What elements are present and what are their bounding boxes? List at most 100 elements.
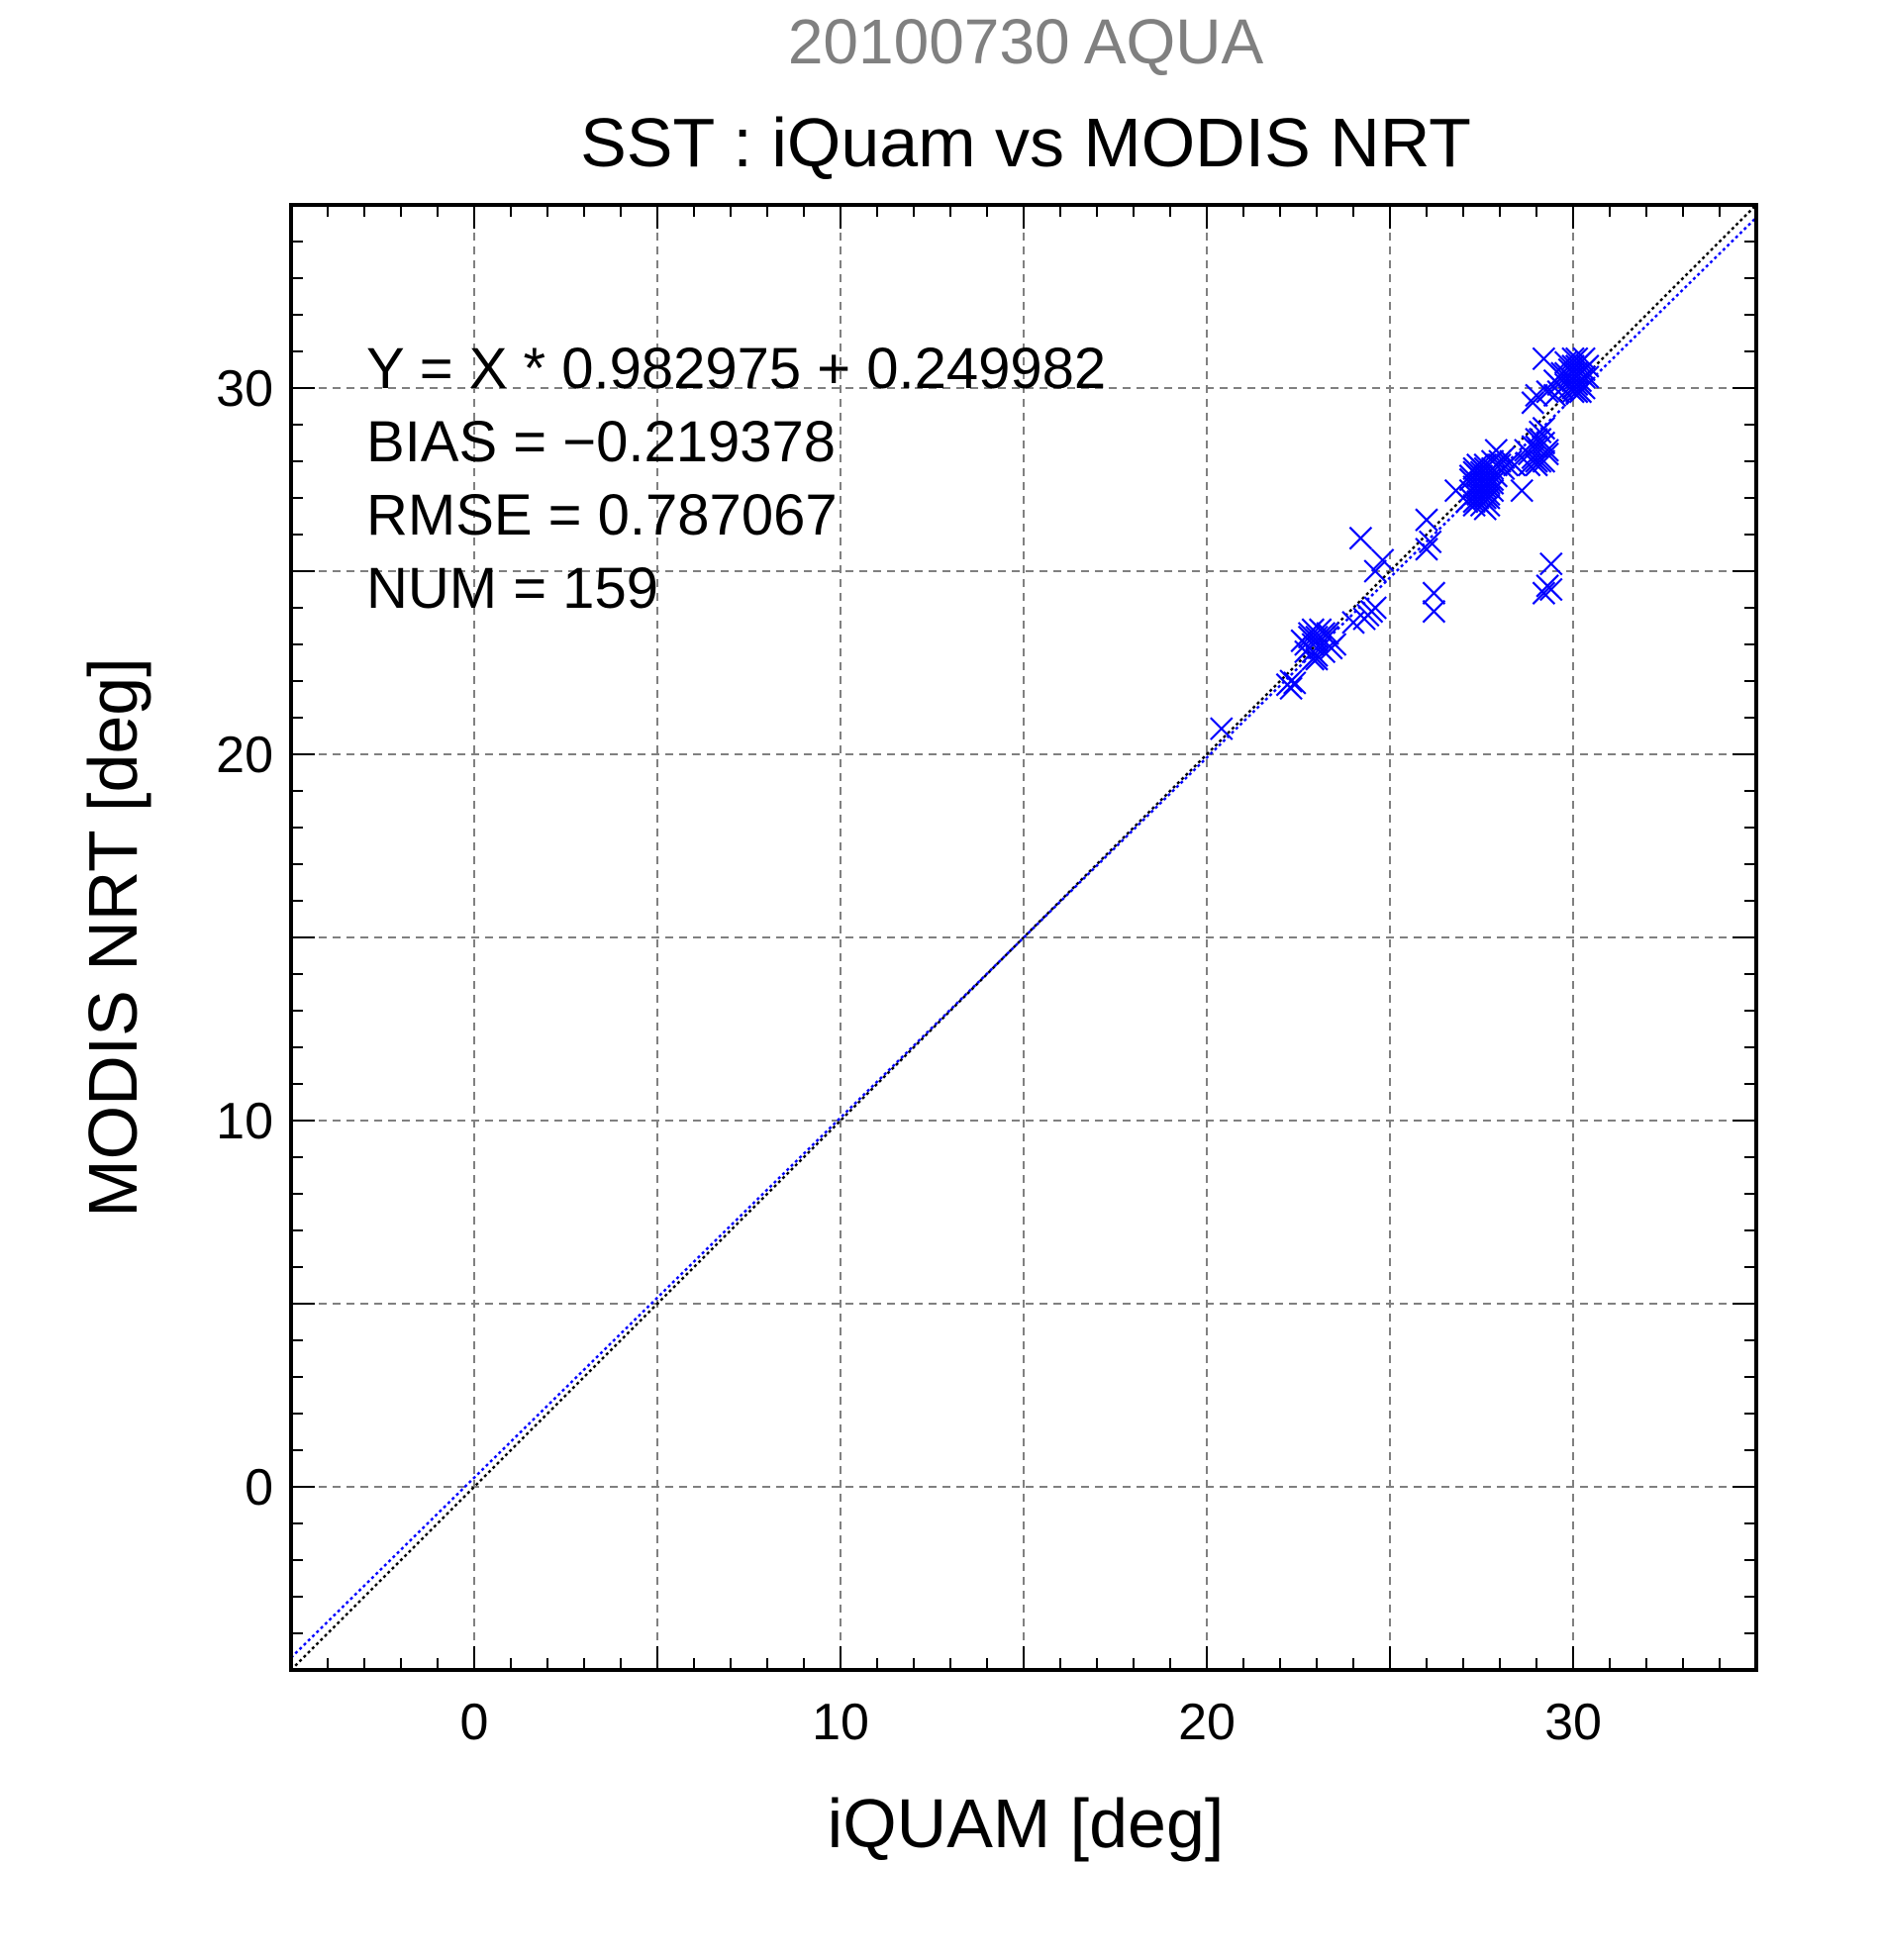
data-point <box>1561 346 1585 371</box>
data-point-stroke <box>1557 368 1582 393</box>
chart-supertitle: 20100730 AQUA <box>788 6 1264 77</box>
data-point <box>1466 460 1490 484</box>
data-point-stroke <box>1564 379 1589 404</box>
data-point-stroke <box>1469 482 1494 507</box>
data-point-stroke <box>1301 647 1326 671</box>
data-point-stroke <box>1510 478 1534 503</box>
data-point <box>1305 647 1329 671</box>
data-point-stroke <box>1370 548 1395 572</box>
data-point-stroke <box>1279 676 1303 701</box>
y-tick-label: 30 <box>216 360 273 418</box>
data-point <box>1532 581 1556 605</box>
data-point-stroke <box>1422 581 1446 605</box>
data-point <box>1341 611 1365 635</box>
data-point <box>1210 717 1234 740</box>
x-tick-label: 30 <box>1544 1694 1602 1751</box>
data-point <box>1521 391 1545 415</box>
data-point-stroke <box>1418 530 1442 554</box>
data-point-stroke <box>1473 482 1497 507</box>
data-point <box>1539 551 1563 576</box>
data-point-stroke <box>1356 603 1380 628</box>
bias-value: BIAS = −0.219378 <box>366 410 836 474</box>
data-point-stroke <box>1415 508 1438 532</box>
y-axis-label: MODIS NRT [deg] <box>74 657 151 1217</box>
data-point-stroke <box>1301 639 1326 664</box>
y-tick-label: 10 <box>216 1093 273 1150</box>
data-point-stroke <box>1316 622 1339 645</box>
chart-title: SST : iQuam vs MODIS NRT <box>580 104 1471 181</box>
data-point-stroke <box>1532 581 1556 605</box>
num-value: NUM = 159 <box>366 556 658 621</box>
data-point-stroke <box>1363 559 1387 583</box>
stats-annotation: Y = X * 0.982975 + 0.249982 BIAS = −0.21… <box>366 337 1106 621</box>
data-point-stroke <box>1535 439 1559 462</box>
fit-lines-layer <box>290 204 1757 1671</box>
data-point <box>1301 647 1326 671</box>
data-point-stroke <box>1210 717 1234 740</box>
data-point <box>1320 636 1343 660</box>
data-point-stroke <box>1348 526 1373 550</box>
data-point <box>1466 482 1490 507</box>
data-point-stroke <box>1415 538 1438 561</box>
data-point <box>1572 365 1596 389</box>
data-point <box>1499 449 1523 473</box>
data-point <box>1363 559 1387 583</box>
data-point <box>1521 435 1545 458</box>
data-point <box>1488 449 1512 473</box>
x-tick-label: 20 <box>1178 1694 1236 1751</box>
data-point-stroke <box>1525 428 1548 451</box>
data-point-stroke <box>1305 647 1329 671</box>
data-point <box>1539 577 1563 602</box>
data-point-stroke <box>1561 354 1585 378</box>
data-point <box>1415 508 1438 532</box>
data-point-stroke <box>1532 346 1556 371</box>
data-point <box>1469 482 1494 507</box>
data-point-stroke <box>1297 625 1322 649</box>
data-point <box>1525 452 1548 477</box>
data-points-layer <box>1210 346 1600 740</box>
grid-layer <box>291 205 1756 1670</box>
data-point-stroke <box>1279 669 1303 693</box>
data-point-stroke <box>1528 420 1552 444</box>
identity-line <box>290 204 1757 1671</box>
data-point <box>1532 346 1556 371</box>
data-point-stroke <box>1422 599 1446 624</box>
data-point-stroke <box>1466 460 1490 484</box>
data-point-stroke <box>1525 452 1548 477</box>
data-point-stroke <box>1320 636 1343 660</box>
data-point <box>1564 346 1589 371</box>
data-point <box>1422 581 1446 605</box>
data-point <box>1528 420 1552 444</box>
data-point <box>1279 669 1303 693</box>
data-point-stroke <box>1466 482 1490 507</box>
data-point <box>1564 379 1589 404</box>
x-tick-label: 10 <box>812 1694 869 1751</box>
data-point-stroke <box>1539 551 1563 576</box>
data-point <box>1301 639 1326 664</box>
data-point-stroke <box>1341 611 1365 635</box>
regression-line <box>290 216 1757 1659</box>
data-point <box>1510 478 1534 503</box>
regression-equation: Y = X * 0.982975 + 0.249982 <box>366 337 1106 401</box>
data-point <box>1356 603 1380 628</box>
y-tick-label: 0 <box>245 1459 273 1517</box>
x-axis-label: iQUAM [deg] <box>828 1785 1225 1862</box>
rmse-value: RMSE = 0.787067 <box>366 483 838 547</box>
data-point-stroke <box>1572 365 1596 389</box>
y-tick-label: 20 <box>216 727 273 784</box>
data-point <box>1348 526 1373 550</box>
data-point <box>1561 379 1585 404</box>
data-point-stroke <box>1499 449 1523 473</box>
data-point <box>1422 599 1446 624</box>
data-point <box>1415 538 1438 561</box>
data-point-stroke <box>1539 577 1563 602</box>
data-point <box>1297 625 1322 649</box>
data-point <box>1535 439 1559 462</box>
data-point-stroke <box>1561 379 1585 404</box>
data-point <box>1370 548 1395 572</box>
data-point <box>1316 622 1339 645</box>
data-point-stroke <box>1564 346 1589 371</box>
data-point <box>1418 530 1442 554</box>
